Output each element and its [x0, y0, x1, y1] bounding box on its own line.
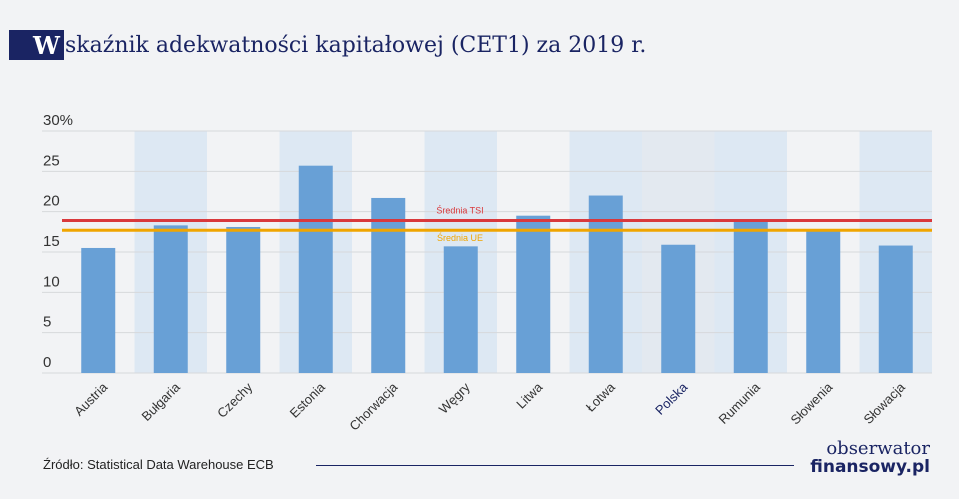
publisher-logo: obserwator finansowy.pl: [800, 439, 930, 477]
reference-lines: Średnia TSI Średnia UE: [62, 205, 932, 243]
x-tick-label: Polska: [652, 379, 691, 418]
bar: [298, 165, 333, 373]
reference-line-label: Średnia TSI: [436, 205, 483, 216]
bar: [588, 195, 623, 373]
bar: [443, 246, 478, 373]
y-tick-label: 10: [43, 273, 60, 290]
x-tick-label: Chorwacja: [346, 379, 401, 434]
x-tick-label: Łotwa: [583, 379, 619, 415]
bar: [878, 245, 913, 373]
y-axis-ticks: 0 5 10 15 20 25 30%: [43, 112, 73, 371]
x-tick-label: Estonia: [287, 379, 329, 421]
x-axis-labels: Austria Bułgaria Czechy Estonia Chorwacja Węg…: [71, 379, 908, 434]
bar: [153, 225, 188, 373]
x-tick-label: Węgry: [436, 379, 474, 417]
title-text: skaźnik adekwatności kapitałowej (CET1) …: [65, 32, 647, 58]
x-tick-label: Rumunia: [715, 379, 763, 427]
y-tick-label: 20: [43, 193, 60, 210]
reference-line-label: Średnia UE: [437, 232, 483, 243]
bar: [661, 244, 696, 373]
title-initial-badge: W: [9, 30, 64, 60]
source-note: Źródło: Statistical Data Warehouse ECB: [43, 457, 274, 472]
logo-bottom-text: finansowy.pl: [810, 457, 930, 477]
bar: [806, 231, 841, 373]
y-tick-label: 5: [43, 314, 51, 331]
x-tick-label: Austria: [71, 379, 111, 419]
logo-top-text: obserwator: [826, 438, 930, 459]
bar: [516, 215, 551, 373]
x-tick-label: Bułgaria: [139, 379, 184, 424]
bar: [226, 226, 261, 373]
bar: [371, 197, 406, 373]
x-tick-label: Słowenia: [787, 379, 835, 427]
bar: [81, 247, 116, 373]
x-tick-label: Litwa: [513, 379, 546, 412]
x-tick-label: Czechy: [214, 379, 256, 421]
gridlines: [42, 130, 932, 374]
source-divider: [316, 465, 794, 466]
y-tick-label: 0: [43, 354, 51, 371]
bar: [733, 219, 768, 373]
y-tick-label: 15: [43, 233, 60, 250]
x-tick-label: Słowacja: [860, 379, 908, 427]
bars: [81, 165, 913, 373]
y-tick-label: 30%: [43, 112, 73, 129]
y-tick-label: 25: [43, 152, 60, 169]
chart-title: W skaźnik adekwatności kapitałowej (CET1…: [9, 30, 959, 60]
